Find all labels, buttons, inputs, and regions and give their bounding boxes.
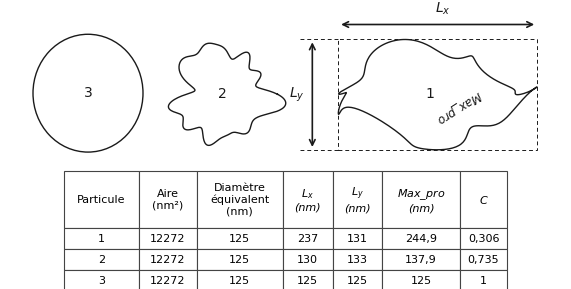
Text: $L_x$: $L_x$ bbox=[435, 1, 451, 17]
Text: 2: 2 bbox=[218, 87, 226, 101]
Text: $L_y$: $L_y$ bbox=[289, 86, 304, 104]
Text: 1: 1 bbox=[425, 87, 435, 101]
Text: $Max\_pro$: $Max\_pro$ bbox=[432, 86, 484, 127]
Text: 3: 3 bbox=[83, 86, 93, 100]
Bar bbox=[339, 40, 537, 150]
